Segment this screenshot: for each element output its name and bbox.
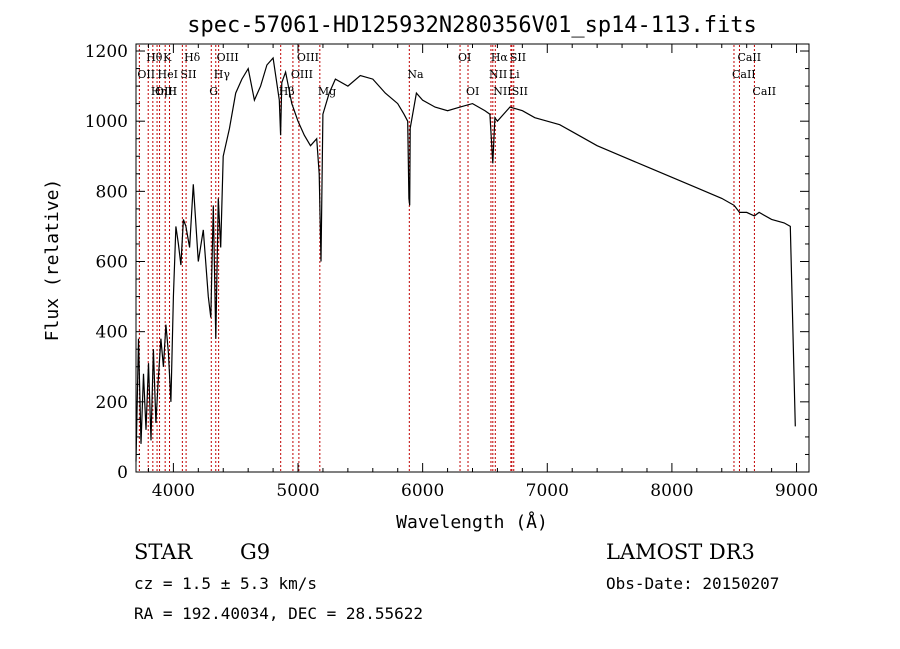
y-tick-label: 400 (96, 323, 128, 343)
x-tick-label: 5000 (276, 481, 319, 501)
object-class: STAR (134, 540, 193, 564)
spectral-line-label: SII (180, 68, 196, 81)
x-axis-ticks: 4000 5000 6000 7000 8000 9000 (147, 44, 818, 501)
spectral-line-label: SII (510, 51, 526, 64)
chart-title: spec-57061-HD125932N280356V01_sp14-113.f… (187, 13, 757, 38)
x-tick-label: 7000 (526, 481, 569, 501)
spectral-line-label: H (168, 85, 178, 98)
y-tick-label: 200 (96, 393, 128, 413)
spectral-line-label: OI (466, 85, 479, 98)
spectral-line-label: OIII (297, 51, 319, 64)
spectral-line-label: NII (489, 68, 507, 81)
spectral-line-label: OIII (155, 85, 177, 98)
x-axis-label: Wavelength (Å) (396, 511, 548, 533)
spectral-line-label: Hθ (146, 51, 163, 64)
spectral-line-label: HeI (158, 68, 178, 81)
spectral-line-label: Na (407, 68, 424, 81)
spectral-line-label: Hγ (214, 68, 231, 81)
spectral-line-label: Hα (491, 51, 509, 64)
y-tick-label: 600 (96, 253, 128, 273)
y-axis-ticks: 0 200 400 600 800 1000 1200 (85, 42, 809, 483)
x-tick-label: 8000 (650, 481, 693, 501)
spectrum-series (135, 56, 796, 462)
redshift-velocity: cz = 1.5 ± 5.3 km/s (134, 574, 317, 593)
object-subclass: G9 (240, 540, 270, 564)
spectral-line-label: OII (137, 68, 155, 81)
spectral-line-label: Hδ (184, 51, 201, 64)
spectral-line-label: CaII (732, 68, 756, 81)
observation-date: Obs-Date: 20150207 (606, 574, 779, 593)
spectral-line-label: NII (493, 85, 511, 98)
spectral-line-label: Hη (151, 85, 167, 98)
spectral-line-label: K (163, 51, 172, 64)
spectral-line-label: CaII (737, 51, 761, 64)
x-tick-label: 4000 (152, 481, 195, 501)
sky-coordinates: RA = 192.40034, DEC = 28.55622 (134, 604, 423, 623)
spectral-line-label: OIII (291, 68, 313, 81)
y-tick-label: 0 (117, 463, 128, 483)
spectral-line-markers (138, 45, 755, 471)
spectral-line-label: G (209, 85, 218, 98)
survey-name: LAMOST DR3 (606, 540, 755, 564)
y-tick-label: 1200 (85, 42, 128, 62)
spectral-line-label: OI (458, 51, 471, 64)
spectral-line-label: CaII (752, 85, 776, 98)
spectral-line-label: SII (512, 85, 528, 98)
y-axis-label: Flux (relative) (42, 179, 63, 342)
spectral-line-label: Mg (318, 85, 336, 98)
plot-frame (135, 43, 810, 473)
y-tick-label: 1000 (85, 112, 128, 132)
x-tick-label: 9000 (775, 481, 818, 501)
spectral-line-label: Li (509, 68, 520, 81)
spectral-line-label: OIII (217, 51, 239, 64)
x-tick-label: 6000 (401, 481, 444, 501)
y-tick-label: 800 (96, 182, 128, 202)
